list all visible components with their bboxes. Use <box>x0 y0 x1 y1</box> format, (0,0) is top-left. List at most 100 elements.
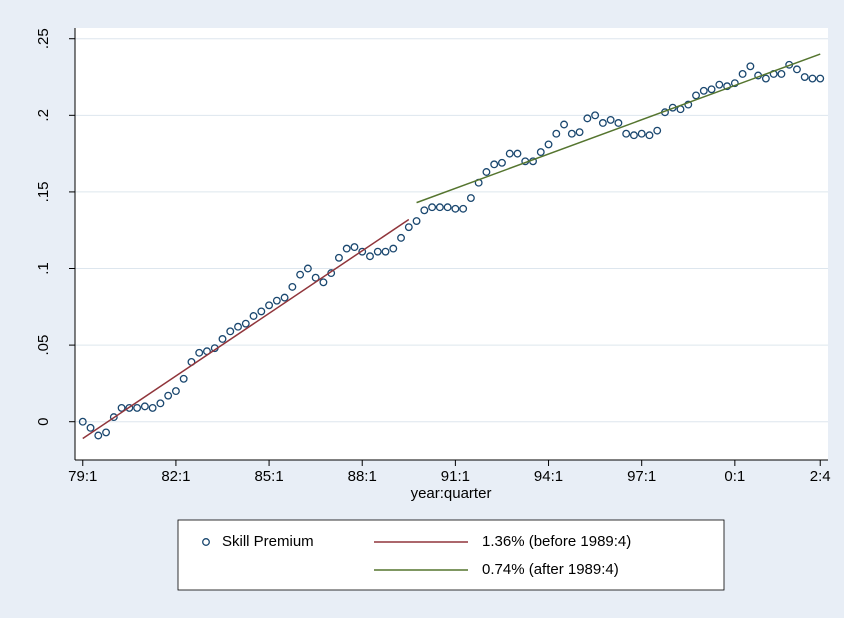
data-point <box>125 403 134 412</box>
data-point <box>451 204 460 213</box>
x-tick-label: 82:1 <box>161 468 190 485</box>
x-tick-label: 88:1 <box>348 468 377 485</box>
data-point <box>808 74 817 83</box>
data-point <box>179 374 188 383</box>
data-point <box>544 140 553 149</box>
data-point <box>350 243 359 252</box>
data-point <box>699 86 708 95</box>
data-point <box>311 273 320 282</box>
data-point <box>560 120 569 129</box>
data-point <box>389 244 398 253</box>
legend <box>177 519 725 591</box>
data-point <box>241 319 250 328</box>
x-tick-label: 97:1 <box>627 468 656 485</box>
data-point <box>272 296 281 305</box>
data-point <box>738 70 747 78</box>
data-point <box>381 247 390 256</box>
data-point <box>94 431 103 440</box>
data-point <box>567 129 576 138</box>
x-axis-title: year:quarter <box>411 485 492 502</box>
data-point <box>257 307 266 316</box>
data-point <box>78 417 87 426</box>
fit-line <box>416 53 821 204</box>
legend-label: 0.74% (after 1989:4) <box>482 561 619 578</box>
x-tick-label: 2:4 <box>810 468 831 485</box>
data-point <box>373 247 382 256</box>
y-tick-label: 0 <box>35 418 52 426</box>
data-point <box>723 82 732 91</box>
data-point <box>171 387 180 396</box>
data-point <box>498 158 506 167</box>
y-tick-label: .1 <box>35 262 52 275</box>
data-point <box>334 253 343 262</box>
data-point <box>412 217 421 225</box>
legend-label: Skill Premium <box>222 533 314 550</box>
data-point <box>591 111 600 120</box>
data-point <box>366 252 374 261</box>
x-tick-label: 0:1 <box>724 468 745 485</box>
data-point <box>730 79 739 88</box>
y-tick-label: .25 <box>35 28 52 49</box>
legend-key <box>202 538 210 546</box>
data-point <box>816 74 825 83</box>
data-point <box>443 203 452 212</box>
data-point <box>280 293 289 302</box>
data-point <box>296 270 305 279</box>
data-point <box>629 131 638 140</box>
data-point <box>265 301 274 310</box>
data-point <box>575 128 584 137</box>
data-point <box>428 203 437 212</box>
data-point <box>645 131 654 140</box>
data-point <box>598 119 607 127</box>
data-point <box>653 126 662 135</box>
data-point <box>505 149 514 158</box>
data-point <box>117 403 126 412</box>
data-point <box>226 327 235 336</box>
data-point <box>218 335 227 343</box>
data-point <box>140 402 149 411</box>
x-tick-label: 91:1 <box>441 468 470 485</box>
data-point <box>358 247 367 256</box>
y-tick-label: .05 <box>35 335 52 356</box>
x-tick-label: 79:1 <box>68 468 97 485</box>
fit-line <box>82 218 410 440</box>
data-point <box>86 423 95 432</box>
data-point <box>420 206 429 215</box>
data-point <box>466 194 475 202</box>
data-point <box>715 80 724 89</box>
data-point <box>234 322 242 331</box>
data-point <box>148 403 157 412</box>
data-point <box>692 91 700 100</box>
data-point <box>746 62 755 71</box>
data-point <box>342 244 351 253</box>
data-point <box>303 264 312 273</box>
data-point <box>490 160 499 169</box>
data-point <box>606 115 615 124</box>
data-point <box>249 312 258 320</box>
data-point <box>513 149 522 158</box>
data-point <box>195 348 204 357</box>
data-point <box>102 428 111 437</box>
legend-label: 1.36% (before 1989:4) <box>482 533 631 550</box>
data-point <box>164 391 173 400</box>
data-point <box>482 168 491 176</box>
data-point <box>761 74 770 83</box>
x-tick-label: 94:1 <box>534 468 563 485</box>
data-point <box>777 70 786 78</box>
data-point <box>583 114 592 123</box>
data-point <box>614 119 623 127</box>
data-point <box>536 148 545 157</box>
data-point <box>552 129 561 138</box>
x-tick-label: 85:1 <box>254 468 283 485</box>
data-point <box>707 85 716 94</box>
data-point <box>156 399 165 408</box>
data-point <box>459 204 468 213</box>
data-point <box>133 403 142 412</box>
data-point <box>622 129 631 138</box>
data-point <box>792 65 801 74</box>
data-point <box>288 282 297 291</box>
data-point <box>319 278 328 287</box>
plot-area <box>75 28 828 460</box>
